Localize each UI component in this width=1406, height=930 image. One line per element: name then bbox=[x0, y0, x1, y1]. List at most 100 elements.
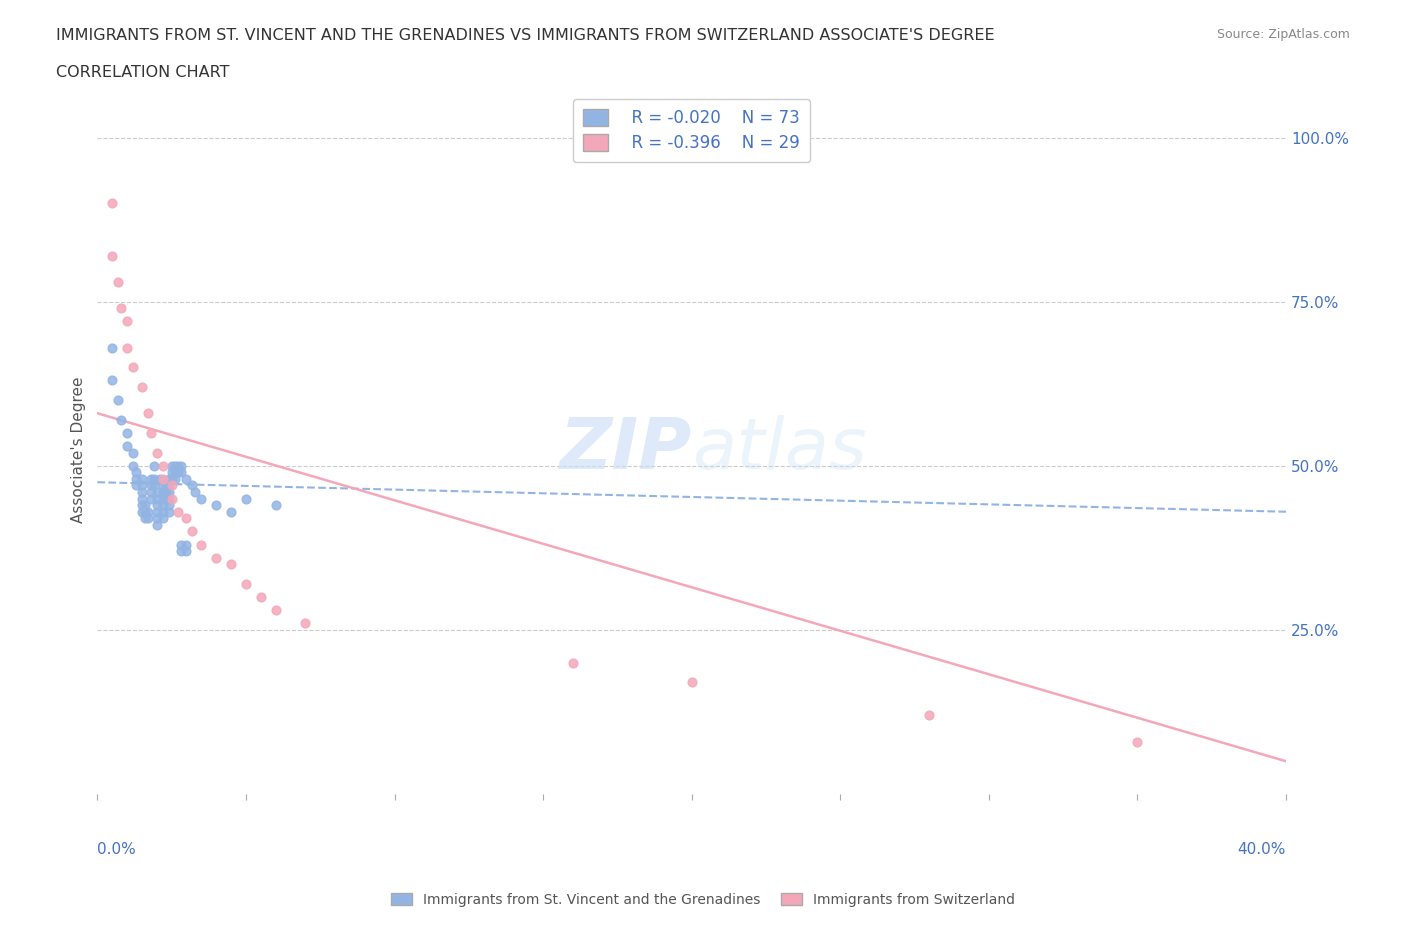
Point bbox=[190, 538, 212, 552]
Point bbox=[184, 485, 207, 499]
Point bbox=[163, 458, 186, 473]
Point bbox=[131, 498, 153, 512]
Point bbox=[152, 504, 174, 519]
Point bbox=[139, 478, 162, 493]
Point bbox=[146, 498, 169, 512]
Point bbox=[125, 472, 148, 486]
Point bbox=[160, 458, 183, 473]
Point bbox=[122, 360, 145, 375]
Point bbox=[160, 472, 183, 486]
Point bbox=[169, 458, 191, 473]
Point bbox=[176, 511, 198, 525]
Point bbox=[235, 491, 257, 506]
Point bbox=[115, 314, 138, 329]
Point bbox=[152, 498, 174, 512]
Point bbox=[176, 538, 198, 552]
Text: Source: ZipAtlas.com: Source: ZipAtlas.com bbox=[1216, 28, 1350, 41]
Point bbox=[139, 472, 162, 486]
Point bbox=[163, 465, 186, 480]
Point bbox=[107, 392, 129, 407]
Legend:   R = -0.020    N = 73,   R = -0.396    N = 29: R = -0.020 N = 73, R = -0.396 N = 29 bbox=[574, 100, 810, 162]
Point bbox=[142, 472, 165, 486]
Text: IMMIGRANTS FROM ST. VINCENT AND THE GRENADINES VS IMMIGRANTS FROM SWITZERLAND AS: IMMIGRANTS FROM ST. VINCENT AND THE GREN… bbox=[56, 28, 995, 43]
Point bbox=[146, 485, 169, 499]
Point bbox=[155, 491, 177, 506]
Point bbox=[155, 478, 177, 493]
Point bbox=[134, 504, 156, 519]
Point bbox=[169, 544, 191, 559]
Point bbox=[157, 504, 180, 519]
Point bbox=[131, 491, 153, 506]
Point bbox=[681, 675, 703, 690]
Point bbox=[918, 708, 941, 723]
Point bbox=[249, 590, 271, 604]
Point bbox=[134, 511, 156, 525]
Point bbox=[166, 504, 188, 519]
Point bbox=[157, 491, 180, 506]
Point bbox=[190, 491, 212, 506]
Point bbox=[219, 504, 242, 519]
Legend: Immigrants from St. Vincent and the Grenadines, Immigrants from Switzerland: Immigrants from St. Vincent and the Gren… bbox=[384, 886, 1022, 914]
Point bbox=[146, 517, 169, 532]
Text: atlas: atlas bbox=[692, 415, 866, 484]
Point bbox=[136, 405, 159, 420]
Point bbox=[136, 511, 159, 525]
Point bbox=[101, 340, 124, 355]
Point bbox=[1126, 734, 1149, 749]
Point bbox=[139, 485, 162, 499]
Text: 40.0%: 40.0% bbox=[1237, 843, 1286, 857]
Point bbox=[115, 439, 138, 454]
Point bbox=[169, 465, 191, 480]
Point bbox=[561, 656, 583, 671]
Point bbox=[152, 491, 174, 506]
Point bbox=[146, 511, 169, 525]
Point bbox=[219, 557, 242, 572]
Point bbox=[146, 504, 169, 519]
Point bbox=[264, 603, 287, 618]
Point bbox=[205, 551, 228, 565]
Point bbox=[146, 445, 169, 460]
Point bbox=[176, 472, 198, 486]
Point bbox=[139, 426, 162, 441]
Point bbox=[181, 478, 204, 493]
Point bbox=[152, 478, 174, 493]
Point bbox=[122, 458, 145, 473]
Point bbox=[160, 491, 183, 506]
Point bbox=[131, 478, 153, 493]
Point bbox=[166, 458, 188, 473]
Point bbox=[166, 465, 188, 480]
Point bbox=[110, 412, 132, 427]
Point bbox=[142, 458, 165, 473]
Text: ZIP: ZIP bbox=[560, 415, 692, 484]
Point bbox=[169, 538, 191, 552]
Point bbox=[131, 485, 153, 499]
Point bbox=[157, 485, 180, 499]
Point bbox=[134, 498, 156, 512]
Point bbox=[115, 340, 138, 355]
Point bbox=[115, 426, 138, 441]
Point bbox=[101, 373, 124, 388]
Point bbox=[181, 524, 204, 538]
Point bbox=[152, 472, 174, 486]
Point bbox=[149, 472, 172, 486]
Point bbox=[157, 478, 180, 493]
Point bbox=[176, 544, 198, 559]
Point bbox=[294, 616, 316, 631]
Point bbox=[152, 458, 174, 473]
Point bbox=[142, 478, 165, 493]
Point bbox=[125, 478, 148, 493]
Point bbox=[235, 577, 257, 591]
Point bbox=[125, 465, 148, 480]
Y-axis label: Associate's Degree: Associate's Degree bbox=[72, 376, 86, 523]
Point bbox=[131, 472, 153, 486]
Point bbox=[139, 491, 162, 506]
Point bbox=[146, 491, 169, 506]
Point bbox=[110, 300, 132, 315]
Point bbox=[131, 379, 153, 394]
Point bbox=[163, 472, 186, 486]
Point bbox=[152, 511, 174, 525]
Point bbox=[157, 498, 180, 512]
Point bbox=[205, 498, 228, 512]
Point bbox=[107, 274, 129, 289]
Point bbox=[157, 472, 180, 486]
